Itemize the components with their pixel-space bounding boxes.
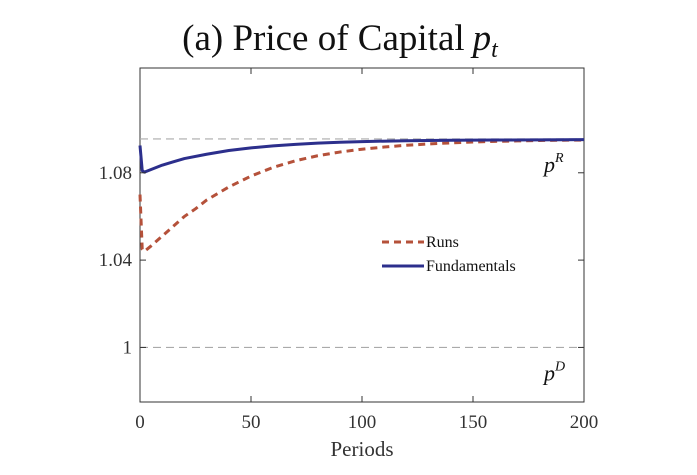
plot-area — [139, 67, 585, 403]
x-tick-label: 50 — [242, 412, 261, 433]
chart-title-symbol-sub: t — [491, 37, 499, 63]
chart-title-text: (a) Price of Capital — [182, 18, 465, 59]
x-tick-label: 200 — [570, 412, 599, 433]
legend-label-fundamentals: Fundamentals — [426, 258, 516, 275]
reference-label-D: pD — [542, 359, 565, 385]
x-axis-label: Periods — [331, 437, 394, 461]
y-tick-label: 1 — [123, 337, 133, 358]
chart-title-symbol: p — [470, 18, 492, 59]
y-tick-label: 1.08 — [99, 163, 132, 184]
x-tick-label: 100 — [348, 412, 377, 433]
series-group — [138, 138, 585, 253]
axis-ticks: 0 50 100 150 200 1 1.04 1.08 — [99, 68, 599, 433]
y-tick-label: 1.04 — [99, 250, 133, 271]
series-line-fundamentals — [138, 138, 585, 174]
chart-title: (a) Price of Capital pt — [182, 18, 499, 63]
x-tick-label: 150 — [459, 412, 488, 433]
reference-label-R: pR — [542, 151, 564, 177]
x-tick-label: 0 — [135, 412, 145, 433]
legend: Runs Fundamentals — [382, 234, 516, 275]
legend-label-runs: Runs — [426, 234, 459, 251]
